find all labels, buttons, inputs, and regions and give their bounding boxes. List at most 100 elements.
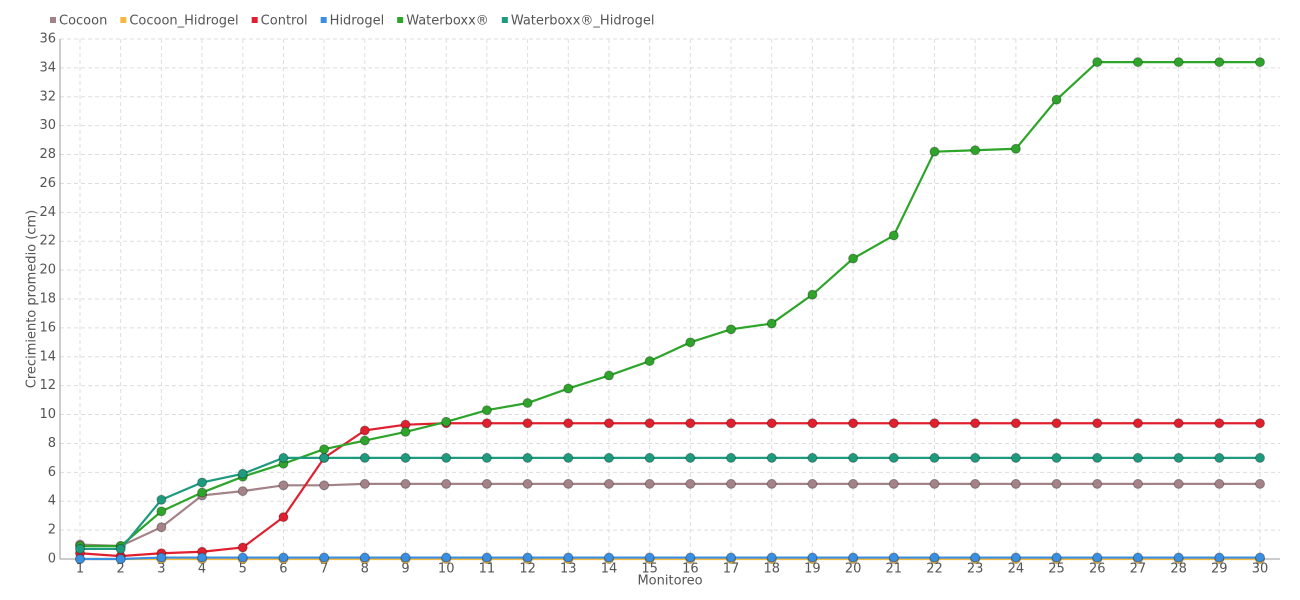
data-point [1214, 478, 1225, 489]
y-tick-label: 24 [39, 205, 56, 220]
data-point [1132, 418, 1143, 429]
x-tick-label: 19 [804, 562, 821, 577]
data-point [156, 522, 167, 533]
x-tick-label: 9 [401, 562, 409, 577]
data-point [115, 554, 126, 564]
y-tick-label: 30 [39, 118, 56, 133]
x-tick-label: 29 [1211, 562, 1228, 577]
data-point [1173, 478, 1184, 489]
y-tick-label: 26 [39, 176, 56, 191]
data-point [970, 552, 981, 563]
series-line [79, 422, 1260, 558]
x-tick-label: 1 [76, 562, 84, 577]
x-tick-label: 25 [1048, 562, 1065, 577]
data-point [319, 552, 330, 563]
x-tick-label: 15 [641, 562, 658, 577]
data-point [1255, 452, 1265, 463]
data-point [441, 416, 452, 427]
data-point [644, 418, 655, 429]
x-tick-label: 4 [198, 562, 206, 577]
data-point [1173, 552, 1184, 563]
data-point [563, 383, 574, 394]
data-point [522, 418, 533, 429]
y-tick-label: 20 [39, 263, 56, 278]
data-point [807, 418, 818, 429]
x-tick-label: 23 [967, 562, 984, 577]
data-point [359, 552, 370, 563]
data-point [1173, 57, 1184, 68]
data-point [1010, 452, 1021, 463]
data-point [522, 398, 533, 408]
legend-label: Cocoon_Hidrogel [129, 14, 238, 29]
data-point [278, 512, 289, 523]
data-point [400, 452, 411, 463]
data-point [115, 543, 126, 554]
data-point [1214, 418, 1225, 429]
x-tick-label: 13 [560, 562, 577, 577]
data-point [75, 554, 85, 564]
data-point [807, 289, 818, 300]
series-line [80, 556, 1260, 561]
data-point [563, 418, 574, 429]
data-point [563, 452, 574, 463]
data-point [278, 552, 289, 563]
data-point [522, 478, 533, 489]
legend-label: Cocoon [59, 14, 107, 29]
y-tick-label: 8 [48, 436, 56, 451]
data-point [75, 543, 85, 554]
data-point [359, 425, 370, 436]
x-tick-label: 12 [519, 562, 536, 577]
data-point [359, 435, 370, 446]
data-point [481, 452, 492, 463]
x-tick-label: 5 [239, 562, 247, 577]
data-point [359, 452, 370, 463]
legend-label: Hidrogel [330, 14, 385, 29]
data-point [1255, 57, 1265, 68]
x-tick-label: 10 [438, 562, 455, 577]
data-point [644, 478, 655, 489]
data-point [156, 552, 167, 563]
data-point [644, 356, 655, 367]
data-point [278, 480, 289, 491]
data-point [1010, 478, 1021, 489]
data-point [929, 146, 940, 157]
x-tick-label: 14 [601, 562, 618, 577]
data-point [766, 452, 777, 463]
legend-swatch [320, 17, 327, 23]
x-tick-label: 27 [1130, 562, 1147, 577]
y-tick-label: 34 [39, 60, 56, 75]
data-point [1132, 552, 1143, 563]
data-point [1092, 57, 1103, 68]
series-line [80, 61, 1260, 548]
x-tick-label: 3 [157, 562, 165, 577]
data-point [970, 418, 981, 429]
data-point [237, 552, 248, 563]
data-point [1132, 452, 1143, 463]
data-point [929, 452, 940, 463]
legend-swatch [50, 17, 56, 23]
data-point [1255, 478, 1265, 489]
data-point [400, 426, 411, 437]
y-tick-label: 16 [39, 320, 56, 335]
data-point [156, 506, 167, 517]
data-point [1051, 94, 1062, 105]
data-point [929, 552, 940, 563]
legend-swatch [251, 17, 258, 23]
y-axis-label: Crecimiento promedio (cm) [25, 210, 40, 388]
x-tick-label: 2 [117, 562, 125, 577]
data-point [848, 418, 859, 429]
data-point [319, 452, 330, 463]
data-point [1092, 552, 1103, 563]
data-point [766, 418, 777, 429]
data-point [685, 337, 696, 348]
data-point [359, 478, 370, 489]
x-tick-label: 18 [763, 562, 780, 577]
data-point [1092, 478, 1103, 489]
data-point [766, 318, 777, 329]
y-tick-label: 18 [39, 292, 56, 307]
x-tick-label: 11 [479, 562, 496, 577]
data-point [970, 145, 981, 156]
data-point [441, 478, 452, 489]
data-point [156, 494, 167, 505]
